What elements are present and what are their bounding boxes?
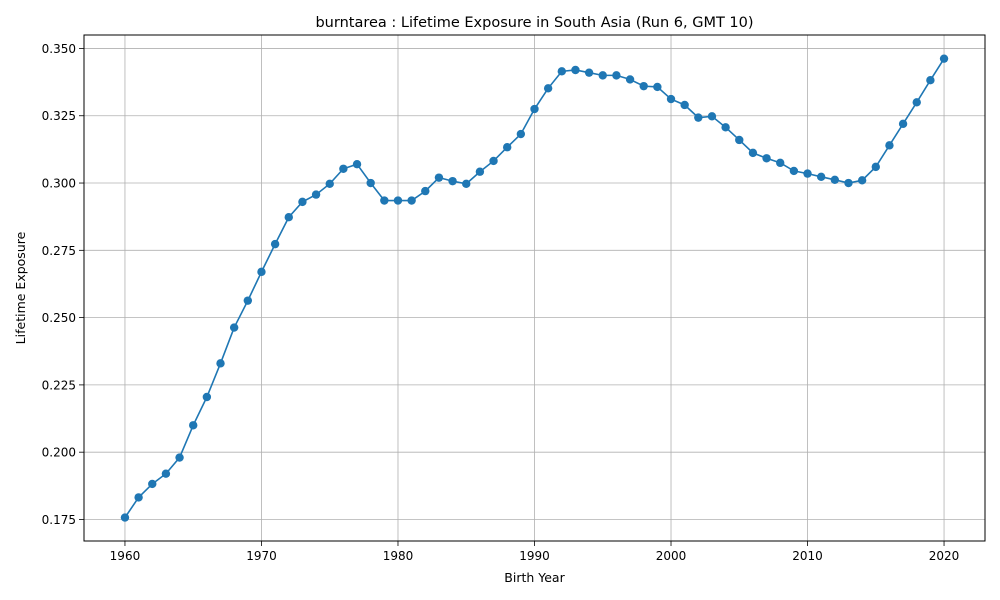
data-point — [721, 123, 730, 132]
data-point — [571, 65, 580, 75]
data-point — [284, 213, 293, 222]
data-point — [189, 421, 198, 430]
data-point — [762, 154, 771, 163]
data-point — [366, 178, 375, 188]
data-point — [216, 359, 225, 368]
data-point — [175, 453, 184, 462]
data-point — [434, 173, 444, 182]
data-point — [516, 129, 526, 139]
data-point — [776, 158, 785, 168]
series-line-group — [120, 54, 949, 522]
data-point — [557, 67, 567, 76]
data-point — [612, 71, 621, 80]
x-tick-label: 1990 — [519, 549, 550, 563]
data-point — [680, 100, 689, 110]
data-point — [926, 76, 935, 85]
data-point — [243, 296, 253, 305]
data-point — [120, 513, 130, 522]
chart-title: burntarea : Lifetime Exposure in South A… — [315, 15, 753, 31]
data-point — [598, 71, 607, 80]
data-point — [694, 113, 703, 122]
data-point — [666, 94, 676, 104]
data-point — [530, 104, 539, 114]
data-point — [462, 179, 471, 189]
x-tick-label: 2020 — [929, 549, 960, 563]
data-point — [939, 54, 949, 63]
x-tick-label: 2000 — [656, 549, 687, 563]
data-point — [489, 156, 498, 166]
data-point — [871, 162, 880, 172]
data-point — [735, 135, 744, 145]
data-point — [148, 479, 157, 489]
data-point — [639, 81, 648, 91]
data-point — [789, 166, 799, 176]
data-point — [898, 119, 908, 129]
data-point — [830, 175, 840, 185]
data-point — [803, 169, 812, 178]
data-point — [270, 239, 280, 249]
data-point — [352, 159, 362, 169]
data-point — [653, 82, 662, 92]
y-axis-label: Lifetime Exposure — [13, 231, 28, 344]
axis-ticks: 1960 1970 1980 1990 2000 2010 2020 0.175 0.200 0.… — [42, 42, 960, 563]
y-tick-label: 0.250 — [42, 311, 76, 325]
plot-frame — [83, 34, 986, 542]
data-point — [857, 176, 867, 185]
y-tick-label: 0.350 — [42, 42, 76, 56]
y-tick-label: 0.325 — [42, 109, 76, 123]
data-point — [134, 493, 143, 502]
data-point — [229, 323, 239, 332]
data-point — [421, 186, 430, 196]
data-point — [816, 172, 826, 182]
data-point — [844, 178, 853, 188]
data-point — [407, 196, 416, 205]
data-point — [339, 164, 348, 173]
y-tick-label: 0.300 — [42, 177, 76, 191]
data-point — [161, 469, 171, 478]
data-point — [393, 196, 403, 205]
data-point — [502, 143, 512, 152]
data-point — [543, 84, 553, 93]
data-point — [257, 267, 266, 277]
data-point — [298, 197, 307, 207]
data-point — [311, 190, 321, 199]
data-point — [380, 196, 389, 205]
data-point — [475, 167, 485, 176]
data-point — [625, 75, 635, 84]
data-point — [325, 179, 334, 189]
x-tick-label: 2010 — [792, 549, 823, 563]
y-tick-label: 0.225 — [42, 378, 76, 392]
x-tick-label: 1970 — [246, 549, 277, 563]
data-point — [202, 392, 212, 402]
y-tick-label: 0.200 — [42, 446, 76, 460]
y-tick-label: 0.275 — [42, 244, 76, 258]
y-tick-label: 0.175 — [42, 513, 76, 527]
x-tick-label: 1980 — [383, 549, 414, 563]
data-point — [448, 176, 457, 186]
data-point — [584, 68, 594, 77]
x-tick-label: 1960 — [110, 549, 141, 563]
x-axis-label: Birth Year — [504, 570, 565, 585]
data-point — [748, 148, 758, 158]
data-point — [885, 141, 894, 150]
data-point — [912, 98, 921, 107]
data-point — [707, 112, 717, 121]
